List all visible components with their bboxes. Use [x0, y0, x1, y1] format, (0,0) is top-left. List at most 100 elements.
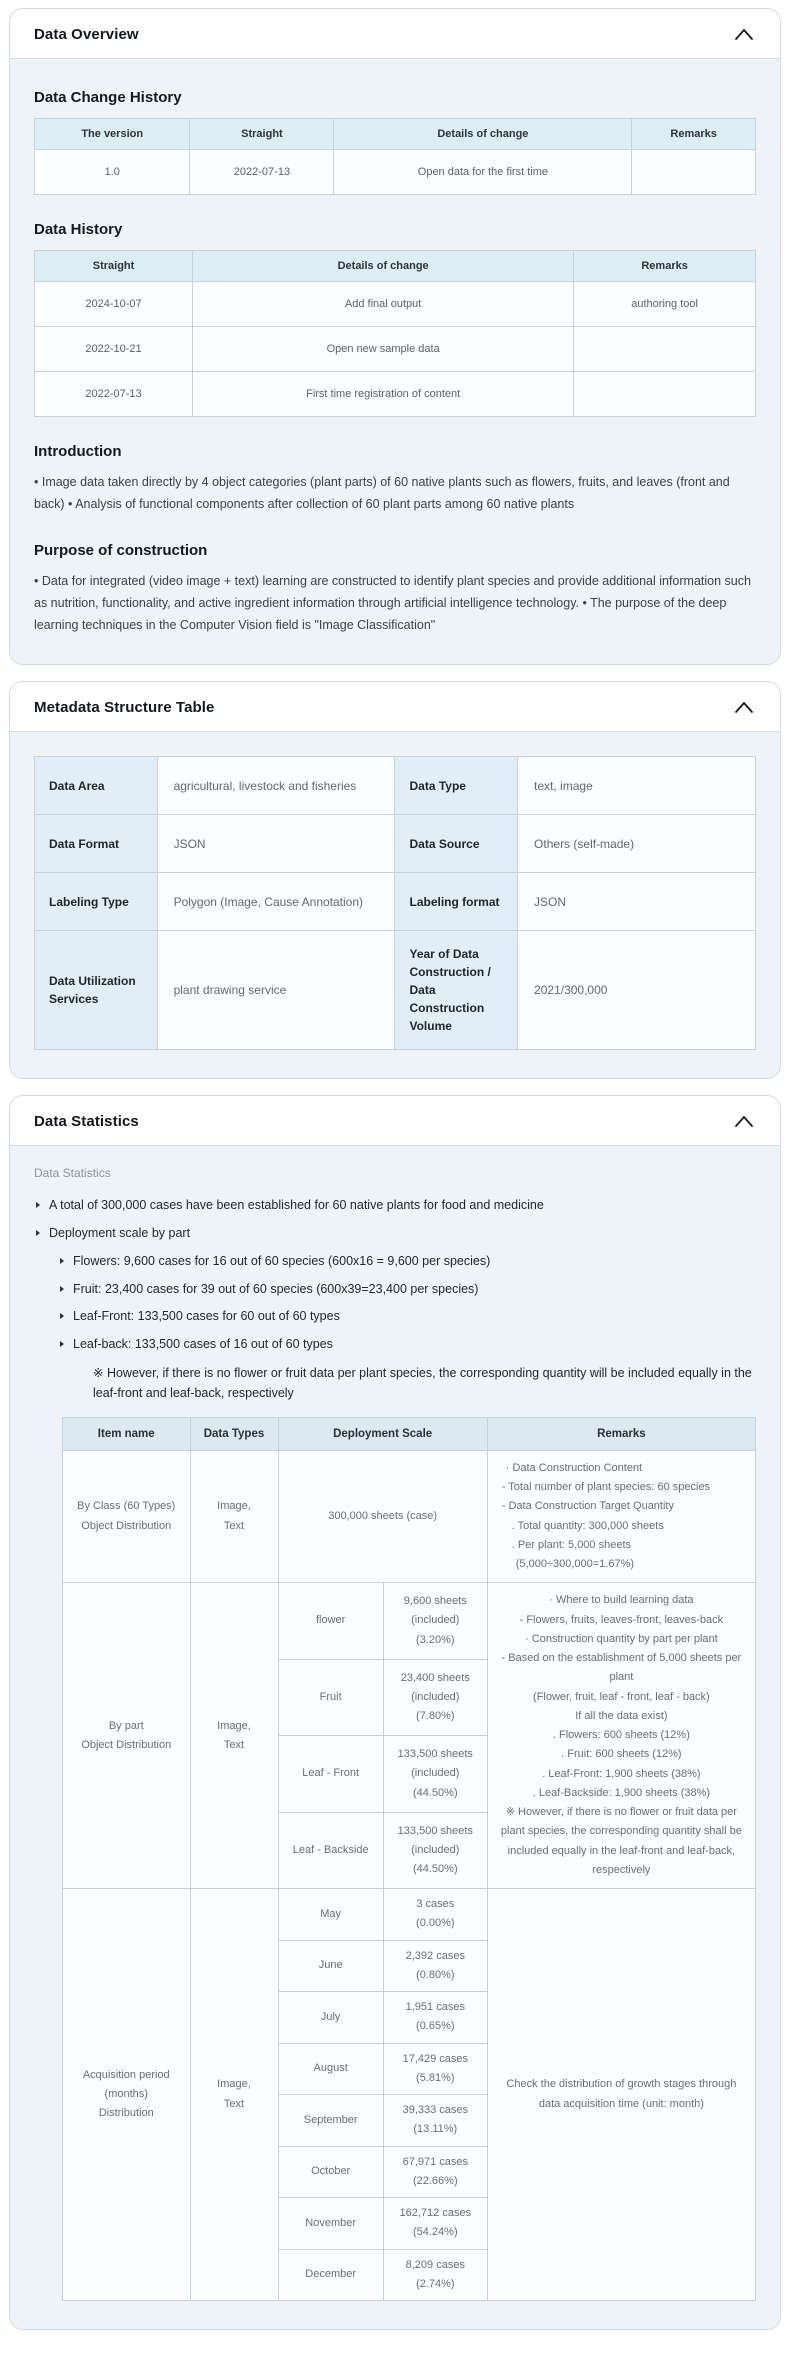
data-overview-accordion-header[interactable]: Data Overview [10, 9, 780, 59]
item-name-cell: Acquisition period (months) Distribution [62, 1888, 191, 2302]
table-head: The version Straight Details of change Rema… [33, 118, 756, 150]
bullet-subitem: Leaf-Front: 133,500 cases for 60 out of … [58, 1307, 756, 1326]
cell-line: 8,209 cases [405, 2258, 465, 2271]
data-types-cell: Image, Text [189, 1888, 279, 2302]
remarks-line: · Data Construction Content [505, 1461, 643, 1474]
purpose-heading: Purpose of construction [34, 541, 208, 559]
meta-value-cell: text, image [517, 756, 756, 816]
cell-line: (54.24%) [412, 2226, 458, 2239]
data-history-table: Straight Details of change Remarks 2024-10-… [33, 250, 756, 417]
table-cell: First time registration of content [192, 371, 575, 417]
cell-line: 17,429 cases [402, 2052, 469, 2065]
meta-value-cell: JSON [517, 872, 756, 932]
meta-label-cell: Data Format [34, 814, 158, 874]
meta-value-cell: JSON [156, 814, 396, 874]
cell-line: Text [223, 2097, 245, 2110]
cell-line: Text [223, 1738, 245, 1751]
remarks-line: - Data Construction Target Quantity [501, 1500, 674, 1513]
table-row: By part Object Distribution Image, Text flow… [62, 1582, 757, 1890]
cell-line: Distribution [98, 2107, 154, 2120]
column-header: Straight [189, 118, 335, 150]
introduction-text: • Image data taken directly by 4 object … [34, 475, 730, 511]
cell-line: 133,500 sheets [397, 1824, 473, 1837]
chevron-up-icon[interactable] [734, 28, 754, 41]
item-name-cell: By part Object Distribution [62, 1582, 191, 1890]
table-head: Item name Data Types Deployment Scale Remar… [62, 1416, 757, 1451]
remarks-line: - Based on the establishment of 5,000 sh… [501, 1652, 742, 1684]
bullet-item: A total of 300,000 cases have been estab… [34, 1196, 756, 1215]
table-body: 2024-10-07 Add final output authoring tool… [33, 281, 756, 417]
scale-value-cell: 67,971 cases (22.66%) [382, 2145, 488, 2199]
meta-value-cell: 2021/300,000 [517, 930, 756, 1051]
metadata-title: Metadata Structure Table [34, 699, 215, 717]
cell-line: Object Distribution [81, 1519, 172, 1532]
remarks-line: ※ However, if there is no flower or frui… [500, 1806, 742, 1876]
change-history-heading: Data Change History [34, 89, 182, 106]
cell-line: (included) [411, 1843, 460, 1856]
cell-line: (3.20%) [416, 1633, 455, 1646]
cell-line: (7.80%) [416, 1710, 455, 1723]
table-cell: 2022-10-21 [33, 326, 194, 372]
table-row: Acquisition period (months) Distribution Im… [62, 1888, 757, 2302]
scale-value-cell: 133,500 sheets (included) (44.50%) [382, 1735, 488, 1813]
bullet-sublist: Flowers: 9,600 cases for 16 out of 60 sp… [58, 1252, 756, 1403]
change-history-table: The version Straight Details of change Rema… [33, 118, 756, 195]
bullet-note: ※ However, if there is no flower or frui… [93, 1365, 752, 1400]
meta-value-cell: plant drawing service [156, 930, 396, 1051]
meta-row: Data Utilization Services plant drawing s… [34, 930, 756, 1051]
column-header: Item name [62, 1416, 191, 1451]
column-header: Straight [33, 250, 194, 282]
remarks-line: · Construction quantity by part per plan… [525, 1632, 718, 1645]
cell-line: 2,392 cases [405, 1949, 465, 1962]
cell-line: (0.65%) [416, 2020, 455, 2033]
bullet-text: Deployment scale by part [49, 1226, 191, 1241]
scale-value-cell: 8,209 cases (2.74%) [382, 2248, 488, 2302]
bullet-subitem: Flowers: 9,600 cases for 16 out of 60 sp… [58, 1252, 756, 1271]
part-name-cell: May [277, 1888, 384, 1941]
part-name-cell: Leaf - Backside [277, 1811, 384, 1890]
meta-label-cell: Labeling format [394, 872, 519, 932]
remarks-line: If all the data exist) [575, 1709, 668, 1722]
part-name-cell: June [277, 1939, 384, 1993]
data-history-heading: Data History [34, 221, 123, 238]
scale-value-cell: 39,333 cases (13.11%) [382, 2094, 488, 2147]
deployment-scale-cell: 300,000 sheets (case) [277, 1449, 488, 1584]
scale-value-cell: 133,500 sheets (included) (44.50%) [382, 1811, 488, 1890]
scale-value-cell: 162,712 cases (54.24%) [382, 2197, 488, 2250]
bullet-icon [60, 1285, 64, 1292]
scale-value-cell: 1,951 cases (0.65%) [382, 1991, 488, 2044]
remarks-line: Check the distribution of growth stages … [506, 2078, 737, 2110]
statistics-sub-label: Data Statistics [34, 1166, 111, 1181]
table-row: 1.0 2022-07-13 Open data for the first tim… [33, 149, 756, 195]
table-cell: 2022-07-13 [189, 149, 335, 195]
cell-line: (5.81%) [416, 2071, 455, 2084]
statistics-title: Data Statistics [34, 1113, 139, 1131]
metadata-table: Data Area agricultural, livestock and fis… [34, 756, 756, 1051]
part-name-cell: December [277, 2248, 384, 2302]
panel-metadata-structure: Metadata Structure Table Data Area agricu… [9, 681, 781, 1080]
table-cell: Open data for the first time [333, 149, 633, 195]
bullet-text: Fruit: 23,400 cases for 39 out of 60 spe… [73, 1281, 479, 1296]
table-row: By Class (60 Types) Object Distribution Im… [62, 1449, 757, 1584]
chevron-up-icon[interactable] [734, 1115, 754, 1128]
cell-line: (44.50%) [412, 1786, 458, 1799]
data-overview-title: Data Overview [34, 26, 139, 43]
metadata-accordion-header[interactable]: Metadata Structure Table [10, 682, 780, 733]
table-cell: authoring tool [573, 281, 756, 327]
meta-label-cell: Data Source [394, 814, 519, 874]
chevron-up-icon[interactable] [734, 701, 754, 714]
cell-line: (22.66%) [412, 2174, 458, 2187]
statistics-table: Item name Data Types Deployment Scale Remar… [62, 1416, 757, 2302]
part-name-cell: flower [277, 1582, 384, 1660]
meta-label-cell: Data Type [394, 756, 519, 816]
remarks-line: . Flowers: 600 sheets (12%) [552, 1729, 690, 1742]
introduction-heading: Introduction [34, 443, 122, 460]
bullet-icon [36, 1230, 40, 1237]
remarks-cell: Check the distribution of growth stages … [486, 1888, 757, 2302]
remarks-line: - Flowers, fruits, leaves-front, leaves-… [519, 1613, 724, 1626]
statistics-bullet-list: A total of 300,000 cases have been estab… [34, 1196, 756, 1403]
meta-row: Data Area agricultural, livestock and fis… [34, 756, 756, 816]
part-name-cell: July [277, 1991, 384, 2044]
table-row: 2022-10-21 Open new sample data [33, 326, 756, 372]
statistics-accordion-header[interactable]: Data Statistics [10, 1096, 780, 1147]
